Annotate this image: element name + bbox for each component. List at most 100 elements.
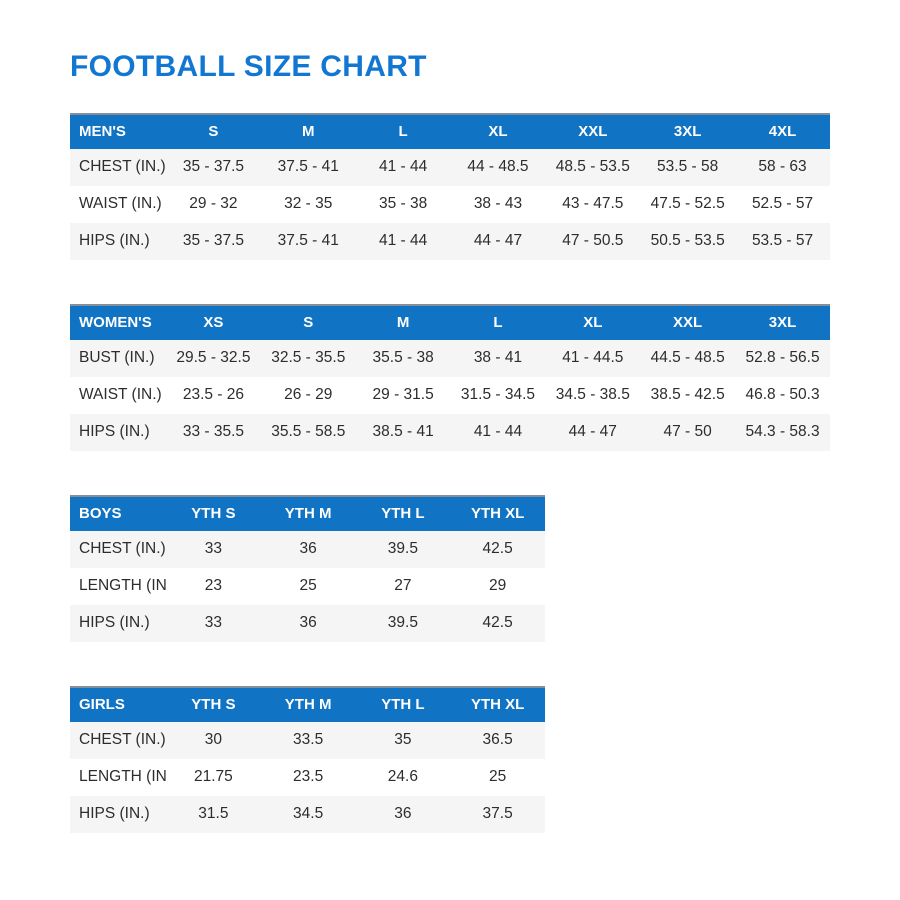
row-label: LENGTH (IN.) xyxy=(79,768,166,785)
size-column-header: XL xyxy=(450,112,546,149)
table-cell: 29 - 32 xyxy=(189,195,238,212)
size-column-header: L xyxy=(355,112,451,149)
table-cell: 33 xyxy=(204,540,222,557)
girls-size-table: GIRLS YTH S YTH M YTH L YTH XL CHEST (IN… xyxy=(70,685,545,833)
size-column-header: XS xyxy=(166,303,261,340)
size-column-header: YTH XL xyxy=(450,494,545,531)
boys-table-header: BOYS YTH S YTH M YTH L YTH XL xyxy=(70,494,545,531)
table-cell: 34.5 xyxy=(293,805,324,822)
table-row: WAIST (IN.) 23.5 - 26 26 - 29 29 - 31.5 … xyxy=(70,376,830,414)
table-row: HIPS (IN.) 33 - 35.5 35.5 - 58.5 38.5 - … xyxy=(70,413,830,451)
table-cell: 38 - 41 xyxy=(473,349,523,366)
size-column-header: YTH M xyxy=(260,685,356,722)
table-row: HIPS (IN.) 33 36 39.5 42.5 xyxy=(70,604,545,642)
table-cell: 35 - 37.5 xyxy=(182,158,245,175)
table-cell: 42.5 xyxy=(482,614,513,631)
table-cell: 23 xyxy=(204,577,222,594)
table-cell: 46.8 - 50.3 xyxy=(745,386,820,403)
table-row: CHEST (IN.) 35 - 37.5 37.5 - 41 41 - 44 … xyxy=(70,148,830,186)
table-cell: 38 - 43 xyxy=(473,195,523,212)
table-cell: 36 xyxy=(299,540,317,557)
row-label: WAIST (IN.) xyxy=(79,386,162,403)
table-row: CHEST (IN.) 33 36 39.5 42.5 xyxy=(70,530,545,568)
table-cell: 48.5 - 53.5 xyxy=(555,158,630,175)
size-column-header: YTH S xyxy=(166,494,261,531)
table-cell: 29 xyxy=(489,577,507,594)
womens-table-header: WOMEN'S XS S M L XL XXL 3XL xyxy=(70,303,830,340)
table-cell: 38.5 - 42.5 xyxy=(650,386,725,403)
size-column-header: XL xyxy=(545,303,641,340)
table-cell: 41 - 44 xyxy=(378,158,428,175)
table-cell: 39.5 xyxy=(387,614,418,631)
table-cell: 52.8 - 56.5 xyxy=(745,349,820,366)
table-cell: 35 - 38 xyxy=(378,195,428,212)
table-cell: 29.5 - 32.5 xyxy=(176,349,251,366)
table-cell: 53.5 - 58 xyxy=(657,158,719,175)
table-cell: 35.5 - 58.5 xyxy=(271,423,346,440)
table-cell: 44 - 48.5 xyxy=(467,158,529,175)
table-cell: 27 xyxy=(394,577,412,594)
row-label: BUST (IN.) xyxy=(79,349,155,366)
table-cell: 52.5 - 57 xyxy=(751,195,814,212)
table-cell: 32.5 - 35.5 xyxy=(271,349,346,366)
table-row: LENGTH (IN.) 21.75 23.5 24.6 25 xyxy=(70,758,545,796)
table-cell: 25 xyxy=(299,577,317,594)
table-cell: 43 - 47.5 xyxy=(562,195,624,212)
size-column-header: XXL xyxy=(640,303,736,340)
table-cell: 44 - 47 xyxy=(568,423,617,440)
header-row: MEN'S S M L XL XXL 3XL 4XL xyxy=(70,112,830,149)
size-column-header: XXL xyxy=(545,112,641,149)
table-row: WAIST (IN.) 29 - 32 32 - 35 35 - 38 38 -… xyxy=(70,185,830,223)
size-column-header: L xyxy=(450,303,546,340)
row-label: LENGTH (IN.) xyxy=(79,577,166,594)
table-cell: 44 - 47 xyxy=(473,232,523,249)
table-cell: 29 - 31.5 xyxy=(372,386,434,403)
size-column-header: 4XL xyxy=(735,112,830,149)
size-column-header: YTH M xyxy=(260,494,356,531)
size-column-header: M xyxy=(260,112,356,149)
size-column-header: M xyxy=(355,303,451,340)
table-cell: 24.6 xyxy=(387,768,418,785)
header-row: BOYS YTH S YTH M YTH L YTH XL xyxy=(70,494,545,531)
table-cell: 34.5 - 38.5 xyxy=(555,386,630,403)
table-cell: 47 - 50 xyxy=(663,423,712,440)
table-row: CHEST (IN.) 30 33.5 35 36.5 xyxy=(70,721,545,759)
table-cell: 37.5 - 41 xyxy=(277,232,339,249)
table-cell: 44.5 - 48.5 xyxy=(650,349,725,366)
table-cell: 23.5 - 26 xyxy=(182,386,245,403)
table-row: LENGTH (IN.) 23 25 27 29 xyxy=(70,567,545,605)
table-cell: 31.5 xyxy=(198,805,229,822)
table-cell: 36.5 xyxy=(482,731,513,748)
table-cell: 25 xyxy=(489,768,507,785)
table-cell: 39.5 xyxy=(387,540,418,557)
size-column-header: S xyxy=(260,303,356,340)
table-cell: 31.5 - 34.5 xyxy=(460,386,535,403)
row-label: CHEST (IN.) xyxy=(79,540,166,557)
row-label: WAIST (IN.) xyxy=(79,195,162,212)
size-column-header: 3XL xyxy=(735,303,830,340)
table-cell: 35.5 - 38 xyxy=(372,349,434,366)
girls-table-header: GIRLS YTH S YTH M YTH L YTH XL xyxy=(70,685,545,722)
header-row: GIRLS YTH S YTH M YTH L YTH XL xyxy=(70,685,545,722)
table-cell: 23.5 xyxy=(293,768,324,785)
table-cell: 50.5 - 53.5 xyxy=(650,232,725,249)
row-label: HIPS (IN.) xyxy=(79,232,150,249)
table-cell: 38.5 - 41 xyxy=(372,423,434,440)
row-label: CHEST (IN.) xyxy=(79,158,166,175)
mens-size-table: MEN'S S M L XL XXL 3XL 4XL CHEST (IN.) 3… xyxy=(70,112,830,260)
size-column-header: YTH L xyxy=(355,494,451,531)
size-column-header: YTH XL xyxy=(450,685,545,722)
table-cell: 26 - 29 xyxy=(284,386,333,403)
table-cell: 47 - 50.5 xyxy=(562,232,624,249)
table-title-cell: BOYS xyxy=(70,494,166,531)
row-label: HIPS (IN.) xyxy=(79,805,150,822)
size-column-header: S xyxy=(166,112,261,149)
mens-table-header: MEN'S S M L XL XXL 3XL 4XL xyxy=(70,112,830,149)
table-cell: 41 - 44 xyxy=(473,423,523,440)
table-cell: 36 xyxy=(394,805,412,822)
table-cell: 35 xyxy=(394,731,412,748)
table-cell: 35 - 37.5 xyxy=(182,232,245,249)
row-label: HIPS (IN.) xyxy=(79,423,150,440)
size-column-header: YTH L xyxy=(355,685,451,722)
